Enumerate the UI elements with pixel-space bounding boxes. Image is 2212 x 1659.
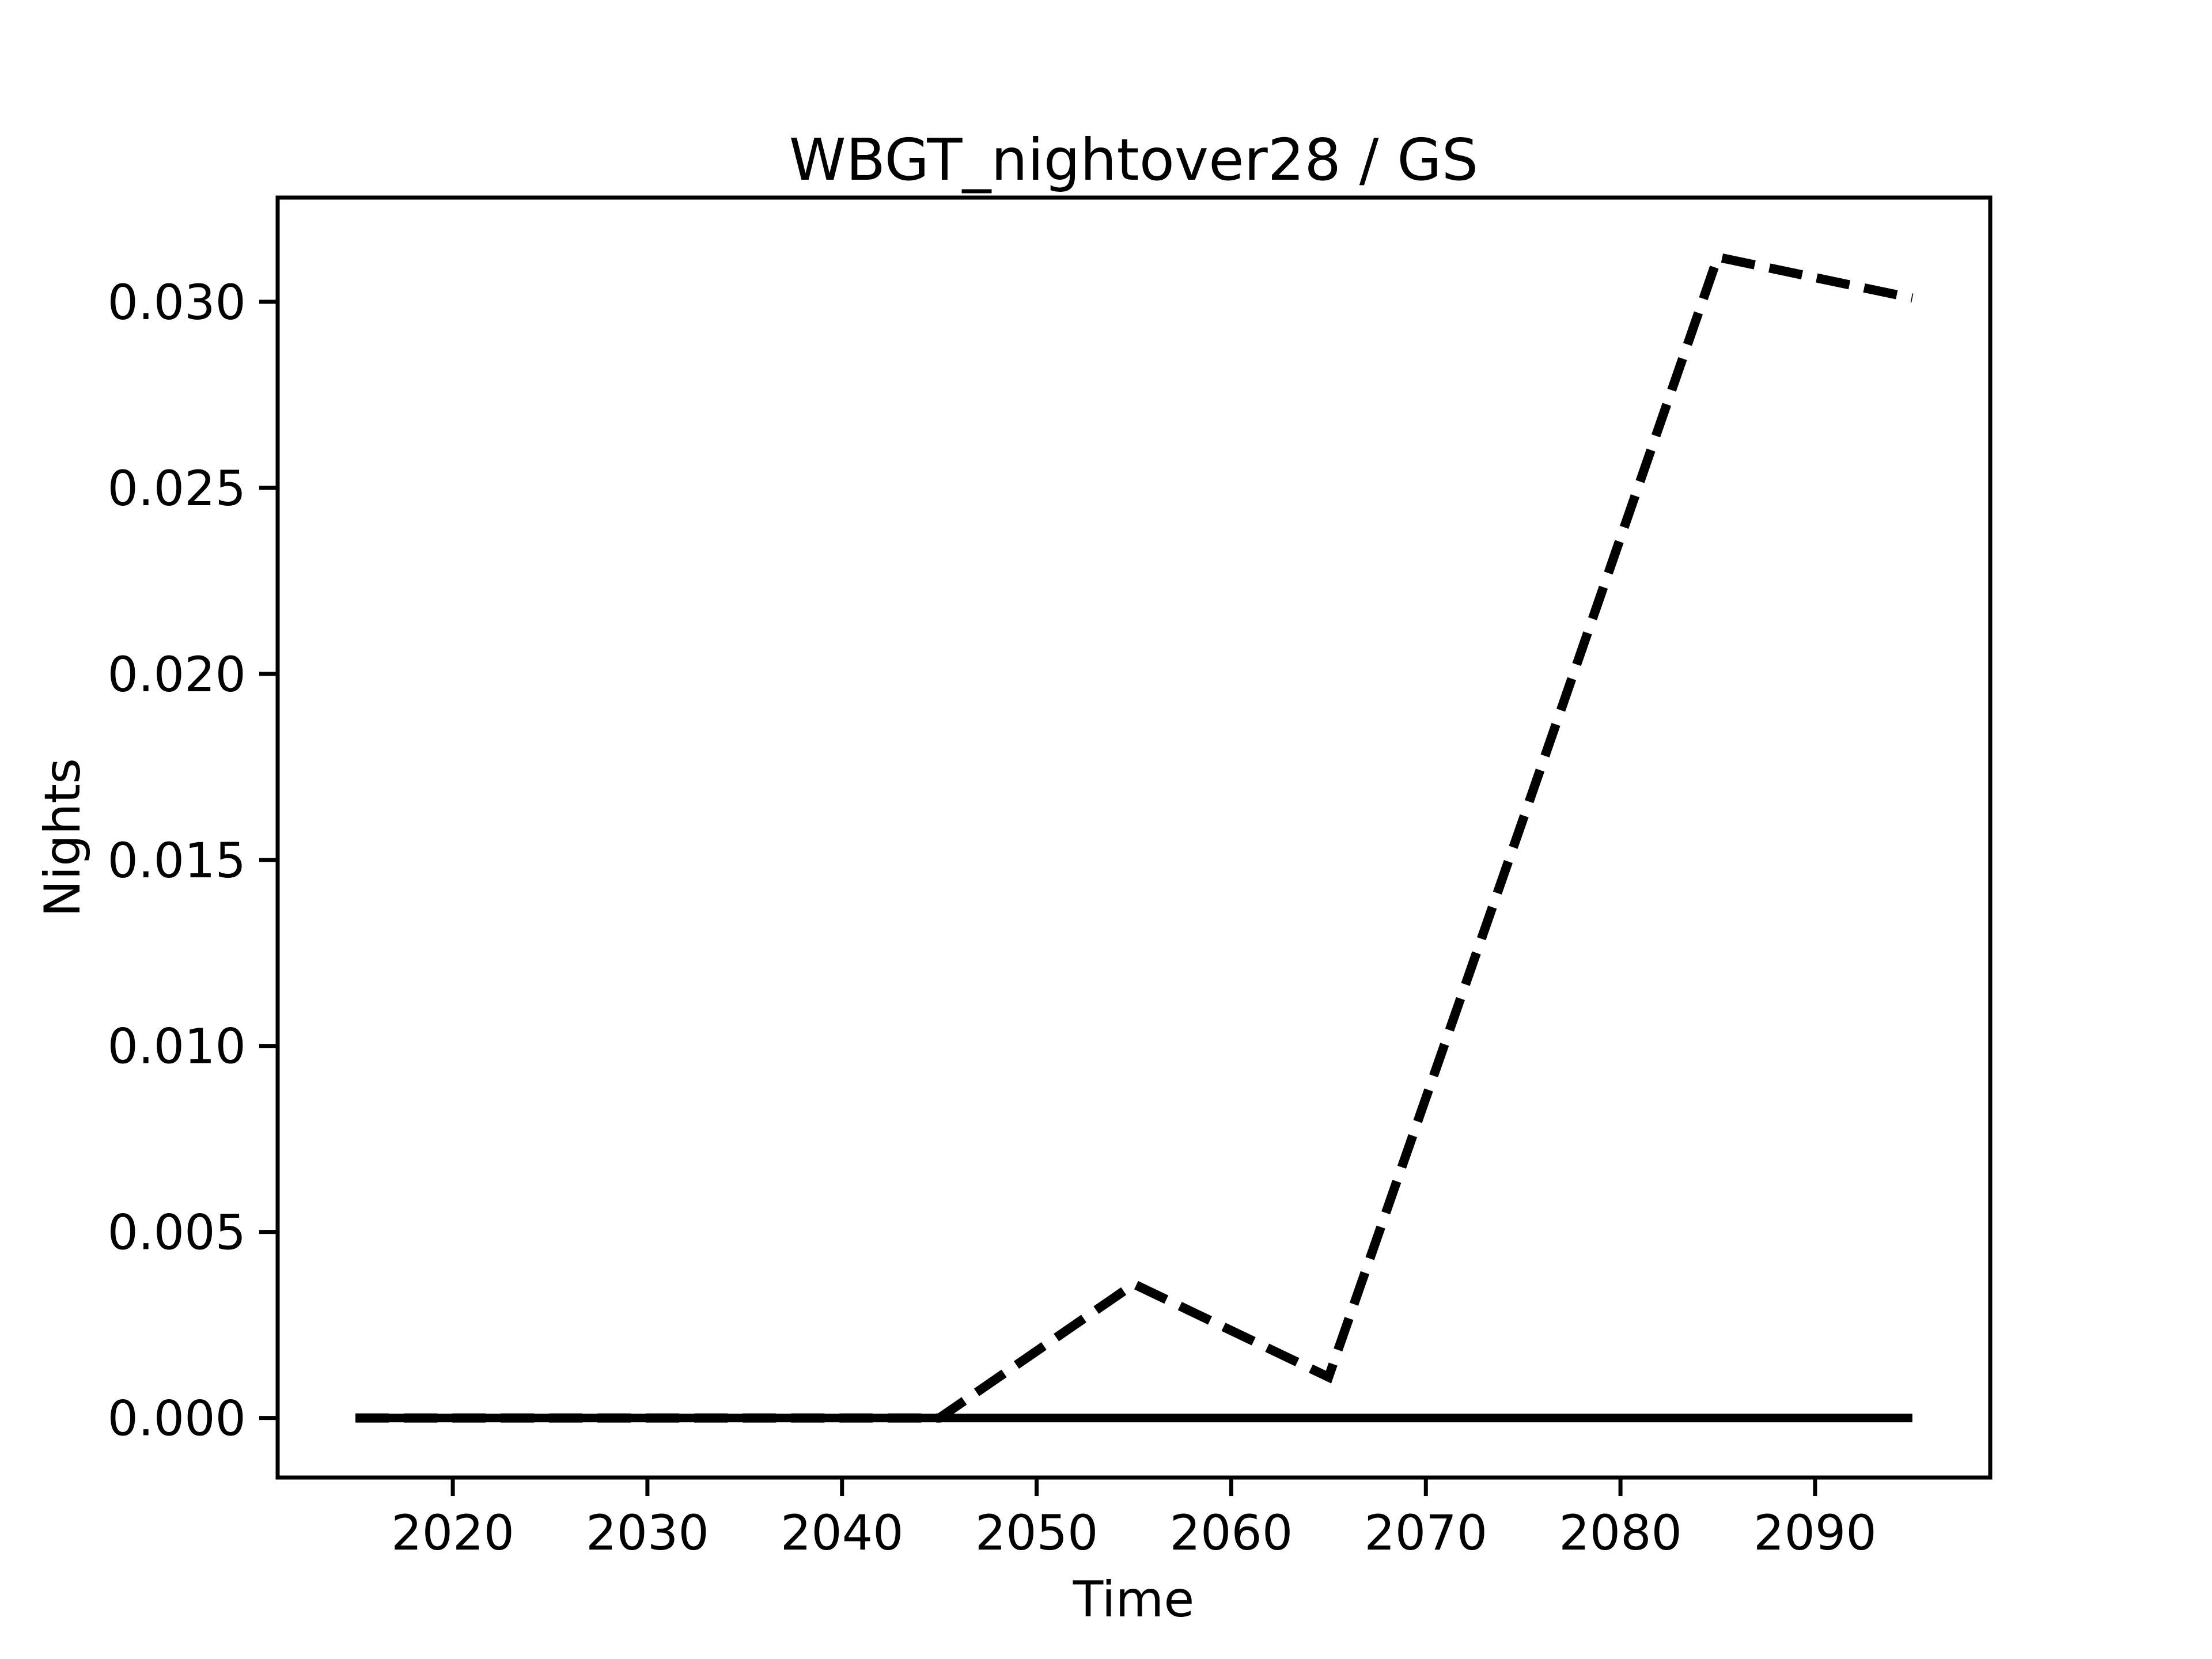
- x-tick-label: 2060: [1170, 1505, 1293, 1561]
- x-tick-label: 2020: [391, 1505, 514, 1561]
- x-tick-label: 2070: [1364, 1505, 1487, 1561]
- series-line-dashed: [355, 252, 1914, 1423]
- x-tick-label: 2050: [975, 1505, 1099, 1561]
- y-tick-label: 0.005: [108, 1205, 246, 1261]
- y-axis-label: Nights: [34, 758, 92, 917]
- y-tick-label: 0.000: [108, 1391, 246, 1447]
- x-axis-label: Time: [1073, 1571, 1194, 1628]
- y-tick-label: 0.015: [108, 832, 246, 889]
- x-tick-label: 2090: [1753, 1505, 1877, 1561]
- x-tick-label: 2030: [586, 1505, 709, 1561]
- y-axis-ticks: 0.000 0.005 0.010 0.015 0.020 0.025 0.030: [108, 274, 278, 1447]
- y-tick-label: 0.010: [108, 1018, 246, 1075]
- x-axis-ticks: 2020 2030 2040 2050 2060 2070 2080 2090: [391, 1478, 1877, 1561]
- y-tick-label: 0.020: [108, 646, 246, 703]
- y-tick-label: 0.025: [108, 460, 246, 517]
- chart-title: WBGT_nightover28 / GS: [789, 126, 1478, 194]
- x-tick-label: 2080: [1559, 1505, 1682, 1561]
- plot-frame: [275, 195, 1993, 1480]
- x-tick-label: 2040: [781, 1505, 904, 1561]
- y-tick-label: 0.030: [108, 274, 246, 331]
